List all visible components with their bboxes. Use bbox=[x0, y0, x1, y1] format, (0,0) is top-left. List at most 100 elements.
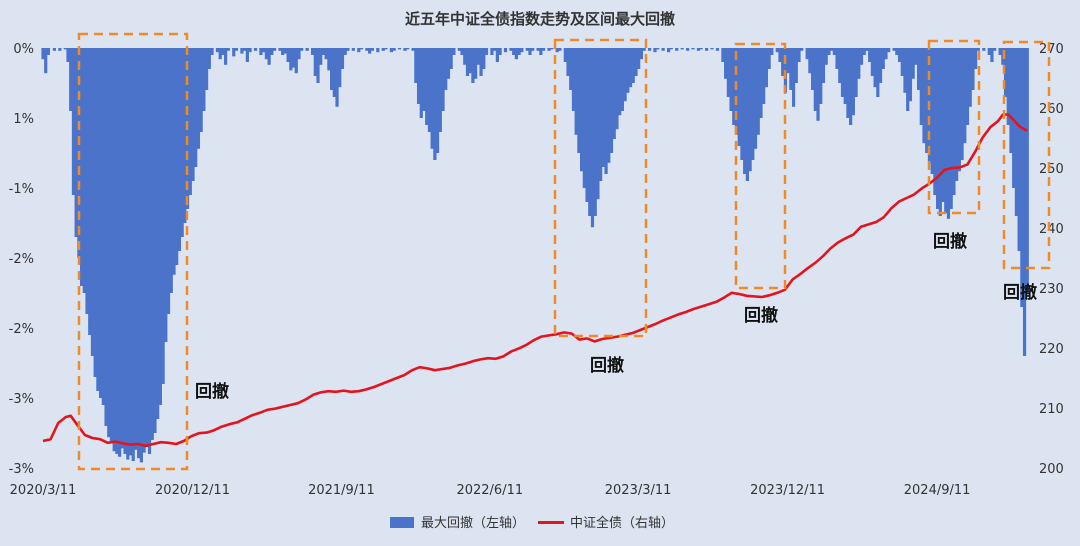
drawdown-bar bbox=[156, 48, 160, 419]
drawdown-bar bbox=[272, 48, 277, 51]
drawdown-bar bbox=[612, 48, 616, 139]
drawdown-bar bbox=[316, 48, 320, 83]
drawdown-bar bbox=[79, 48, 84, 286]
drawdown-bar bbox=[427, 48, 432, 132]
drawdown-bar bbox=[313, 48, 317, 76]
drawdown-bar bbox=[775, 48, 779, 53]
legend-bar-swatch bbox=[390, 517, 414, 528]
drawdown-bar bbox=[897, 48, 902, 62]
legend-line-label: 中证全债（右轴） bbox=[570, 515, 674, 531]
drawdown-bar bbox=[764, 48, 768, 88]
drawdown-bar bbox=[949, 48, 953, 209]
drawdown-bar bbox=[609, 48, 614, 153]
drawdown-bar bbox=[1014, 48, 1019, 216]
drawdown-bar bbox=[547, 48, 551, 51]
drawdown-bar bbox=[721, 48, 725, 62]
drawdown-bar bbox=[463, 48, 467, 65]
drawdown-bar bbox=[816, 48, 820, 121]
drawdown-bar bbox=[248, 48, 252, 53]
drawdown-bar bbox=[916, 48, 921, 90]
drawdown-bar bbox=[1012, 48, 1016, 188]
drawdown-bar bbox=[370, 48, 374, 51]
drawdown-bar bbox=[634, 48, 638, 76]
drawdown-bar bbox=[637, 48, 641, 69]
right-axis-tick-label: 250 bbox=[1039, 162, 1064, 177]
drawdown-bar bbox=[968, 48, 972, 107]
drawdown-bar bbox=[169, 48, 173, 293]
drawdown-bar bbox=[343, 48, 347, 55]
drawdown-bar bbox=[729, 48, 733, 111]
left-axis-tick-label: -1% bbox=[9, 182, 34, 197]
drawdown-bar bbox=[851, 48, 855, 116]
drawdown-bar bbox=[411, 48, 415, 51]
drawdown-bar bbox=[243, 48, 247, 51]
drawdown-bar bbox=[892, 48, 896, 51]
drawdown-bar bbox=[955, 48, 959, 181]
drawdown-bar bbox=[789, 48, 793, 90]
drawdown-bar bbox=[63, 48, 67, 50]
drawdown-bar bbox=[158, 48, 162, 405]
drawdown-bar bbox=[743, 48, 747, 174]
drawdown-bar bbox=[732, 48, 736, 125]
drawdown-bar bbox=[737, 48, 741, 146]
drawdown-bar bbox=[944, 48, 948, 214]
drawdown-bar bbox=[191, 48, 195, 181]
drawdown-bar bbox=[770, 48, 774, 55]
drawdown-bar bbox=[118, 48, 122, 457]
drawdown-bar bbox=[922, 48, 926, 144]
drawdown-bar bbox=[123, 48, 127, 454]
left-axis-tick-label: 0% bbox=[13, 42, 34, 57]
drawdown-bar bbox=[536, 48, 540, 51]
drawdown-bar bbox=[142, 48, 146, 453]
drawdown-bar bbox=[134, 48, 138, 450]
drawdown-bars bbox=[41, 48, 1029, 463]
drawdown-bar bbox=[555, 48, 559, 53]
drawdown-bar bbox=[310, 48, 315, 55]
drawdown-bar bbox=[52, 48, 57, 51]
drawdown-bar bbox=[346, 48, 350, 51]
drawdown-bar bbox=[183, 48, 187, 223]
drawdown-bar bbox=[957, 48, 961, 172]
drawdown-bar bbox=[582, 48, 586, 188]
drawdown-bar bbox=[199, 48, 203, 132]
x-axis-tick-label: 2020/12/11 bbox=[155, 483, 230, 498]
drawdown-bar bbox=[642, 48, 646, 51]
drawdown-bar bbox=[109, 48, 114, 443]
right-axis-tick-label: 260 bbox=[1039, 102, 1064, 117]
drawdown-bar bbox=[990, 48, 994, 62]
drawdown-bar bbox=[936, 48, 940, 209]
drawdown-bar bbox=[585, 48, 589, 202]
drawdown-bar bbox=[781, 48, 785, 76]
drawdown-bar bbox=[846, 48, 850, 118]
drawdown-bar bbox=[859, 48, 864, 65]
drawdown-bar bbox=[601, 48, 605, 167]
drawdown-bar bbox=[971, 48, 975, 90]
drawdown-bar bbox=[351, 48, 355, 51]
drawdown-bar bbox=[419, 48, 423, 118]
drawdown-bar bbox=[107, 48, 111, 438]
drawdown-bar bbox=[835, 48, 839, 69]
drawdown-bar bbox=[563, 48, 567, 62]
drawdown-bar bbox=[998, 48, 1002, 55]
drawdown-bar bbox=[830, 48, 834, 51]
drawdown-bar bbox=[685, 48, 690, 51]
drawdown-bar bbox=[90, 48, 95, 356]
drawdown-bar bbox=[137, 48, 141, 459]
drawdown-bar bbox=[794, 48, 798, 83]
drawdown-bar bbox=[878, 48, 883, 83]
drawdown-bar bbox=[911, 48, 915, 79]
drawdown-bar bbox=[253, 48, 258, 51]
drawdown-bar bbox=[908, 48, 913, 102]
drawdown-bar bbox=[58, 48, 62, 51]
drawdown-bar bbox=[840, 48, 845, 97]
drawdown-bar bbox=[868, 48, 872, 62]
drawdown-bar bbox=[919, 48, 923, 125]
drawdown-bar bbox=[128, 48, 133, 456]
drawdown-bar bbox=[976, 48, 980, 51]
drawdown-bar bbox=[180, 48, 184, 237]
drawdown-bar bbox=[262, 48, 266, 53]
drawdown-bar bbox=[517, 48, 521, 55]
drawdown-bar bbox=[832, 48, 836, 55]
drawdown-bar bbox=[66, 48, 70, 62]
drawdown-bar bbox=[1003, 48, 1008, 97]
